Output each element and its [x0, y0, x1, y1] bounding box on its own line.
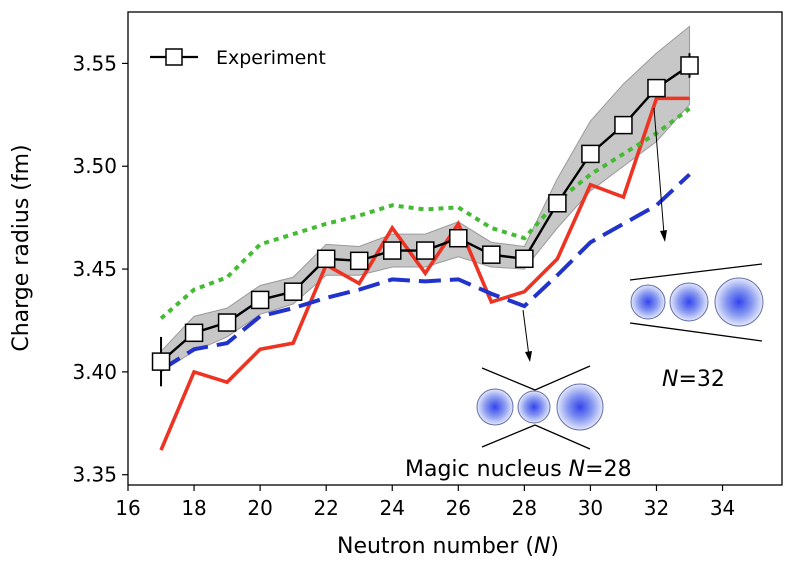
x-tick-label: 20	[247, 496, 272, 520]
arrow-28-head	[525, 351, 532, 362]
experiment-point	[217, 313, 237, 332]
nucleus-32-middle	[669, 282, 709, 322]
n32-label: N=32	[662, 367, 725, 392]
x-axis-label: Neutron number (N)	[337, 534, 559, 559]
funnel-28-upper-right	[534, 365, 591, 391]
experiment-point	[647, 78, 666, 98]
x-tick-label: 18	[181, 496, 206, 520]
nucleus-28-right	[556, 383, 604, 431]
experiment-point	[515, 249, 534, 269]
x-tick-label: 30	[578, 496, 603, 520]
arrow-32-line	[653, 107, 665, 235]
experiment-point	[151, 352, 171, 371]
x-tick-label: 28	[512, 496, 537, 520]
nucleus-28-left	[476, 388, 514, 426]
experiment-point	[184, 323, 204, 343]
x-tick-label: 26	[446, 496, 471, 520]
experiment-point	[349, 251, 369, 271]
experiment-point	[482, 245, 501, 264]
arrow-32-head	[660, 230, 667, 242]
y-tick-label: 3.40	[72, 360, 117, 384]
legend-label-experiment: Experiment	[216, 47, 326, 69]
experiment-point	[382, 241, 402, 260]
experiment-point	[614, 115, 633, 135]
experiment-point	[316, 249, 336, 269]
x-tick-label: 22	[313, 496, 338, 520]
nucleus-32-left	[630, 284, 666, 320]
x-tick-label: 34	[710, 496, 735, 520]
y-tick-label: 3.35	[72, 463, 117, 487]
x-tick-label: 32	[644, 496, 669, 520]
theory-green-dotted-line	[159, 107, 691, 320]
arrow-28-line	[522, 309, 530, 357]
magic-nucleus-label: Magic nucleus N=28	[405, 457, 632, 482]
y-tick-label: 3.55	[72, 51, 117, 75]
plot-frame	[127, 11, 783, 486]
experiment-point	[581, 144, 600, 164]
experiment-point	[449, 228, 468, 248]
funnel-28-lower-right	[534, 424, 591, 450]
y-tick-label: 3.45	[72, 257, 117, 281]
experiment-point	[548, 194, 567, 213]
funnel-28-upper-left	[481, 367, 536, 391]
legend-marker	[165, 48, 183, 66]
theory-red-line	[159, 96, 690, 451]
y-tick-label: 3.50	[72, 154, 117, 178]
x-tick-label: 24	[380, 496, 405, 520]
funnel-32-lower	[629, 322, 763, 342]
legend: Experiment	[150, 47, 326, 69]
funnel-32-upper	[629, 263, 763, 281]
nucleus-28-middle	[517, 390, 551, 424]
funnel-28-lower-left	[481, 424, 536, 448]
experiment-point	[680, 56, 699, 75]
experiment-point	[250, 290, 270, 310]
x-tick-label: 16	[115, 496, 140, 520]
n32-illustration: N=32	[629, 107, 764, 392]
theory-blue-dashed-line	[159, 173, 691, 372]
experiment-point	[416, 241, 435, 260]
y-axis-label: Charge radius (fm)	[9, 144, 34, 351]
nucleus-32-right	[714, 277, 764, 327]
experiment-point	[283, 282, 303, 301]
magic-nucleus-illustration: Magic nucleus N=28	[405, 309, 632, 482]
